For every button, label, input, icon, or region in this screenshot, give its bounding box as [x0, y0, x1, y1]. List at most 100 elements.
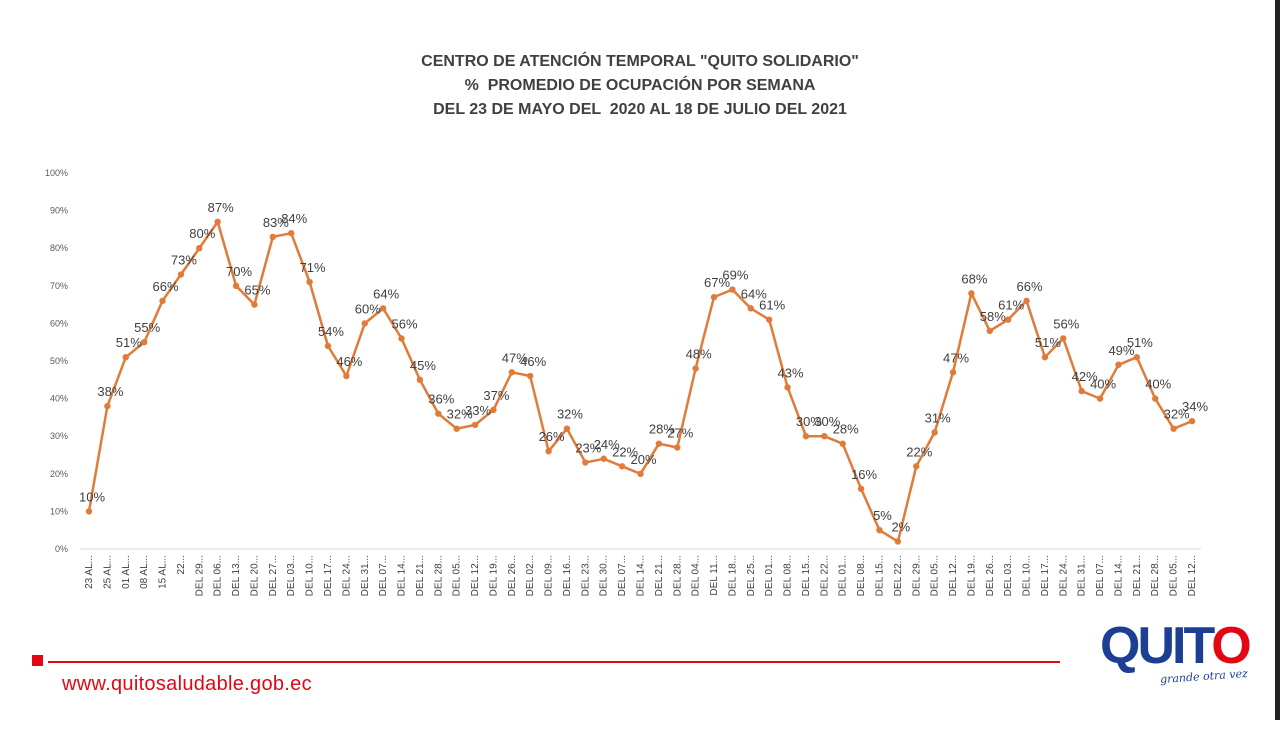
y-tick-label: 0%: [55, 544, 68, 554]
x-tick-label: DEL 17...: [1040, 555, 1051, 596]
data-point: [949, 369, 957, 376]
y-tick-label: 70%: [50, 281, 68, 291]
data-label: 51%: [1035, 335, 1061, 350]
y-tick-label: 80%: [50, 243, 68, 253]
x-tick-label: DEL 09...: [544, 555, 555, 596]
x-tick-label: DEL 16...: [562, 555, 573, 596]
data-label: 32%: [1164, 407, 1190, 422]
x-tick-label: 15 AL...: [158, 555, 169, 589]
data-label: 51%: [116, 335, 142, 350]
data-label: 66%: [1017, 279, 1043, 294]
footer-website-link[interactable]: www.quitosaludable.gob.ec: [62, 673, 312, 695]
data-label: 2%: [891, 519, 910, 534]
chart-subtitle-line-1: % PROMEDIO DE OCUPACIÓN POR SEMANA: [464, 77, 816, 94]
data-point: [968, 290, 975, 297]
data-point: [637, 470, 644, 477]
data-labels: 10%38%51%55%66%73%80%87%70%65%83%84%71%5…: [79, 200, 1208, 535]
data-point: [471, 421, 479, 429]
data-point: [913, 463, 920, 470]
data-point: [931, 429, 938, 436]
data-label: 26%: [539, 429, 565, 444]
data-point: [876, 527, 883, 534]
data-point: [269, 233, 277, 241]
x-tick-label: DEL 14...: [397, 555, 408, 596]
data-point: [159, 297, 166, 305]
x-tick-label: DEL 14...: [1113, 555, 1124, 596]
data-label: 80%: [189, 226, 215, 241]
x-tick-label: DEL 26...: [507, 555, 518, 596]
x-tick-label: DEL 12...: [470, 555, 481, 596]
x-tick-label: DEL 10...: [1022, 555, 1033, 596]
data-point: [784, 384, 791, 391]
x-tick-label: DEL 14...: [636, 555, 647, 596]
x-tick-label: 25 AL...: [102, 555, 113, 589]
x-tick-label: DEL 11...: [709, 555, 720, 596]
x-tick-label: DEL 07...: [1095, 555, 1106, 596]
x-tick-label: DEL 07...: [617, 555, 628, 596]
data-label: 56%: [392, 316, 418, 331]
quito-logo: QUITO grande otra vez: [1100, 618, 1260, 698]
data-label: 32%: [557, 407, 583, 422]
data-label: 71%: [300, 260, 326, 275]
x-tick-label: DEL 05...: [1169, 555, 1180, 596]
data-point: [361, 320, 368, 327]
data-point: [600, 455, 607, 462]
x-tick-label: DEL 08...: [783, 555, 794, 596]
data-label: 31%: [925, 410, 951, 425]
x-tick-label: DEL 31...: [1077, 555, 1088, 596]
data-point: [1078, 387, 1085, 395]
data-label: 54%: [318, 324, 344, 339]
data-point: [435, 410, 442, 417]
data-label: 68%: [961, 271, 987, 286]
x-tick-label: DEL 01...: [764, 555, 775, 596]
data-point: [563, 425, 571, 432]
data-label: 27%: [667, 425, 693, 440]
x-tick-label: DEL 06...: [213, 555, 224, 596]
data-label: 40%: [1145, 377, 1171, 392]
data-point: [1152, 395, 1159, 402]
data-label: 69%: [722, 268, 748, 283]
x-tick-label: 08 AL...: [139, 555, 150, 589]
y-tick-label: 20%: [50, 469, 68, 479]
x-tick-label: DEL 15...: [874, 555, 885, 596]
x-tick-label: DEL 02...: [525, 555, 536, 596]
data-label: 47%: [502, 350, 528, 365]
data-point: [1004, 316, 1012, 323]
x-tick-label: DEL 15...: [801, 555, 812, 596]
data-point: [894, 538, 902, 545]
data-point: [288, 229, 295, 237]
x-tick-label: 23 AL...: [84, 555, 95, 589]
data-label: 36%: [428, 392, 454, 407]
x-tick-label: DEL 23...: [580, 555, 591, 596]
x-tick-label: DEL 24...: [1058, 555, 1069, 596]
x-tick-label: DEL 17...: [323, 555, 334, 596]
x-axis: 23 AL... 25 AL... 01 AL... 08 AL... 15 AL...…: [80, 548, 1201, 596]
y-tick-label: 90%: [50, 206, 68, 216]
data-label: 60%: [355, 301, 381, 316]
quito-logo-wordmark: QUITO: [1100, 617, 1252, 675]
data-label: 32%: [447, 407, 473, 422]
data-label: 55%: [134, 320, 160, 335]
footer-divider-line: [48, 661, 1060, 663]
data-label: 56%: [1053, 316, 1079, 331]
data-point: [306, 278, 313, 286]
data-label: 84%: [281, 211, 307, 226]
data-label: 22%: [612, 444, 638, 459]
data-label: 67%: [704, 275, 730, 290]
x-tick-label: DEL 21...: [654, 555, 665, 596]
x-tick-label: DEL 22...: [893, 555, 904, 596]
data-point: [416, 376, 424, 383]
data-label: 28%: [833, 422, 859, 437]
data-label: 23%: [575, 441, 601, 456]
x-tick-label: DEL 12...: [948, 555, 959, 596]
data-point: [1023, 297, 1030, 305]
data-point: [821, 433, 828, 440]
data-point: [857, 485, 865, 493]
x-tick-label: 01 AL...: [121, 555, 132, 589]
data-point: [398, 335, 405, 342]
data-label: 28%: [649, 422, 675, 437]
data-point: [674, 444, 681, 451]
data-label: 34%: [1182, 399, 1208, 414]
data-label: 70%: [226, 264, 252, 279]
